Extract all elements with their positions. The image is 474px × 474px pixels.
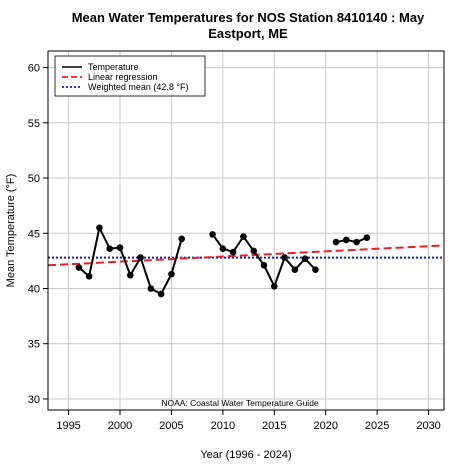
y-tick-label: 30 [28,394,40,406]
x-tick-label: 2000 [108,420,132,432]
temperature-line-segment [335,236,368,244]
temperature-point [291,266,299,274]
grid-lines [48,51,444,410]
temperature-point [96,224,103,232]
x-tick-label: 1995 [56,420,80,432]
temperature-point [116,244,124,251]
reference-lines [47,244,445,267]
x-tick-label: 2025 [365,420,389,432]
temperature-point [75,264,83,271]
y-tick-label: 45 [28,228,40,240]
temperature-point [209,231,216,238]
temperature-point [126,271,134,279]
axis-ticks: 1995 2000 2005 2010 2015 2020 2025 2030 30 35 40 45… [28,63,441,432]
temperature-point [229,248,237,256]
y-tick-label: 60 [28,63,40,75]
temperature-series [75,224,371,298]
legend-regression-label: Linear regression [88,72,158,82]
temperature-point [85,273,93,280]
temperature-point [219,245,227,253]
x-tick-label: 2005 [159,420,183,432]
temperature-point [342,236,350,244]
x-axis-label: Year (1996 - 2024) [200,449,291,461]
temperature-point [260,261,268,269]
y-tick-label: 55 [28,118,40,130]
temperature-point [353,238,360,246]
y-tick-label: 40 [28,283,40,295]
temperature-point [137,254,144,261]
y-tick-label: 35 [28,339,40,351]
legend: Temperature Linear regression Weighted m… [54,55,206,97]
x-tick-label: 2010 [211,420,235,432]
source-annotation: NOAA: Coastal Water Temperature Guide [161,398,319,408]
legend-weighted-mean-label: Weighted mean (42.8 °F) [88,82,188,92]
temperature-point [157,290,165,298]
y-tick-label: 50 [28,173,40,185]
temperature-point [363,234,371,241]
x-tick-label: 2030 [416,420,440,432]
temperature-line-segment [211,233,317,289]
chart-title-line1: Mean Water Temperatures for NOS Station … [72,10,425,25]
temperature-point [281,254,288,261]
temperature-point [301,255,309,262]
temperature-point [168,270,175,278]
temperature-point [240,233,247,240]
legend-temperature-label: Temperature [88,62,139,72]
y-axis-label: Mean Temperature (°F) [5,174,17,288]
temperature-point [332,238,340,246]
legend-box [54,55,206,97]
regression-line [47,244,445,267]
plot-frame [47,50,445,411]
temperature-point [178,235,186,243]
chart-title-line2: Eastport, ME [208,26,288,41]
x-tick-label: 2020 [313,420,337,432]
temperature-point [270,282,278,290]
temperature-line-segment [78,224,183,296]
temperature-point [106,245,114,253]
x-tick-label: 2015 [262,420,286,432]
temperature-point [147,285,155,292]
temperature-point [312,266,319,274]
temperature-point [250,247,258,255]
